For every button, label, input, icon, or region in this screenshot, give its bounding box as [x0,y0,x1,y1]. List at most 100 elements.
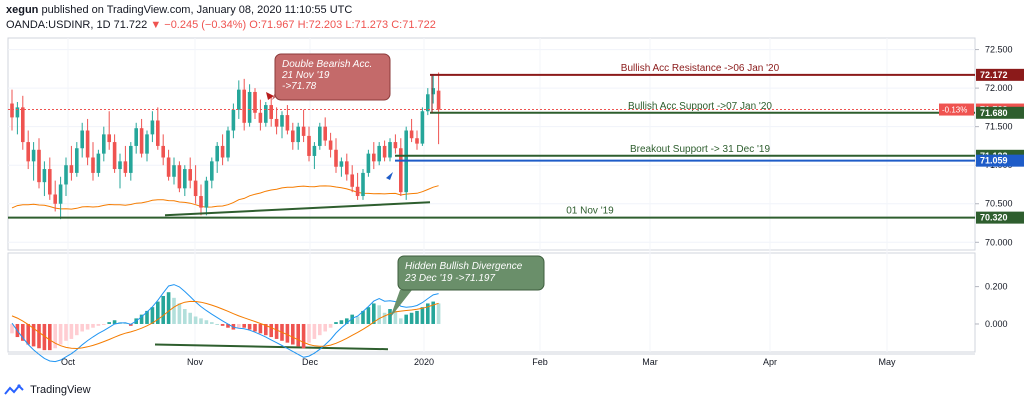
candle-body [150,120,155,135]
candle-body [69,165,74,173]
macd-histogram-bar [323,323,327,332]
close-price: C:71.722 [391,19,436,31]
candle-body [382,145,387,158]
price-tick-label: 70.000 [985,237,1013,247]
percent-label-box [939,103,974,116]
macd-histogram-bar [258,323,263,334]
macd-histogram-bar [177,303,182,324]
candle-body [26,142,30,162]
price-label-box [976,106,1024,119]
candle-body [85,130,90,158]
candle-body [139,128,144,154]
price-change: −0.245 (−0.34%) [164,19,247,31]
bearish-annotation-text: Double Bearish Acc. [282,59,372,70]
candle-body [210,161,214,181]
candle [139,118,144,158]
candle [215,142,219,173]
candle [334,138,338,173]
macd-histogram-bar [53,323,57,349]
candle [183,165,187,197]
candle-body [220,145,225,158]
macd-histogram-bar [372,303,376,324]
candle [312,142,317,170]
macd-histogram-bar [26,323,30,345]
candle [323,117,327,146]
candle [307,126,311,162]
candle-body [183,169,187,189]
time-axis-label: Nov [187,357,204,367]
candle [145,130,149,162]
candle-body [345,161,349,175]
candle-body [258,112,263,123]
candle [382,140,387,162]
candle [58,176,63,220]
publisher-username[interactable]: xegun [6,4,39,16]
symbol-name[interactable]: OANDA:USDINR, 1D [6,19,111,31]
candle [274,107,279,135]
candle [161,134,165,166]
price-tick-label: 70.500 [985,199,1013,209]
macd-histogram-bar [355,316,360,324]
macd-histogram-bar [350,314,354,324]
candle [301,109,306,143]
tradingview-logo-icon[interactable] [4,383,24,397]
candle [69,145,74,181]
candle-body [372,153,376,162]
macd-line [11,284,439,363]
candle-body [134,128,138,146]
divergence-annotation-box [397,255,545,291]
candle-body [436,90,441,110]
candle-body [312,145,317,156]
candle-body [269,105,273,119]
macd-histogram-bar [393,310,398,324]
time-axis-label: Dec [302,357,319,367]
candle-body [301,126,306,136]
price-label-text: 72.172 [980,70,1008,80]
macd-histogram-bar [129,323,133,326]
macd-histogram-bar [301,323,306,349]
candle [436,72,441,145]
candle [112,134,117,173]
candle-body [274,118,279,127]
candle-body [285,115,290,131]
candle-body [361,172,365,197]
candle-body [112,142,117,170]
candle-body [291,130,295,143]
footer: TradingView [4,383,91,399]
candle-body [355,186,360,197]
candle-body [420,111,425,144]
macd-histogram-bar [37,323,41,349]
percent-label-text: -0.13% [942,106,967,115]
red-arrow-icon [266,92,274,100]
macd-histogram-bar [48,323,52,351]
macd-histogram-bar [215,323,219,325]
candle-body [193,180,198,197]
candle [172,157,176,185]
candle-body [426,94,430,112]
candle [199,184,203,216]
macd-histogram-bar [253,323,257,332]
symbol-line: OANDA:USDINR, 1D 71.722 ▼ −0.245 (−0.34%… [6,19,436,31]
macd-histogram-bar [436,303,441,324]
candle-body [431,88,435,95]
candle-body [64,165,68,185]
candle [188,157,192,189]
candle-body [58,184,63,204]
footer-brand[interactable]: TradingView [30,384,91,396]
candle-body [166,157,171,177]
candle [296,122,300,150]
bearish-annotation-box [274,53,391,101]
candle-body [31,149,36,162]
candle [177,161,182,193]
candle [264,101,268,127]
macd-histogram-bar [312,323,317,339]
macd-histogram-bar [75,323,79,336]
candle-body [339,161,344,167]
candle [269,97,273,127]
candle [399,138,403,197]
candle [150,111,155,143]
candle-body [237,89,241,110]
candle [280,111,284,139]
candle-body [366,153,371,173]
